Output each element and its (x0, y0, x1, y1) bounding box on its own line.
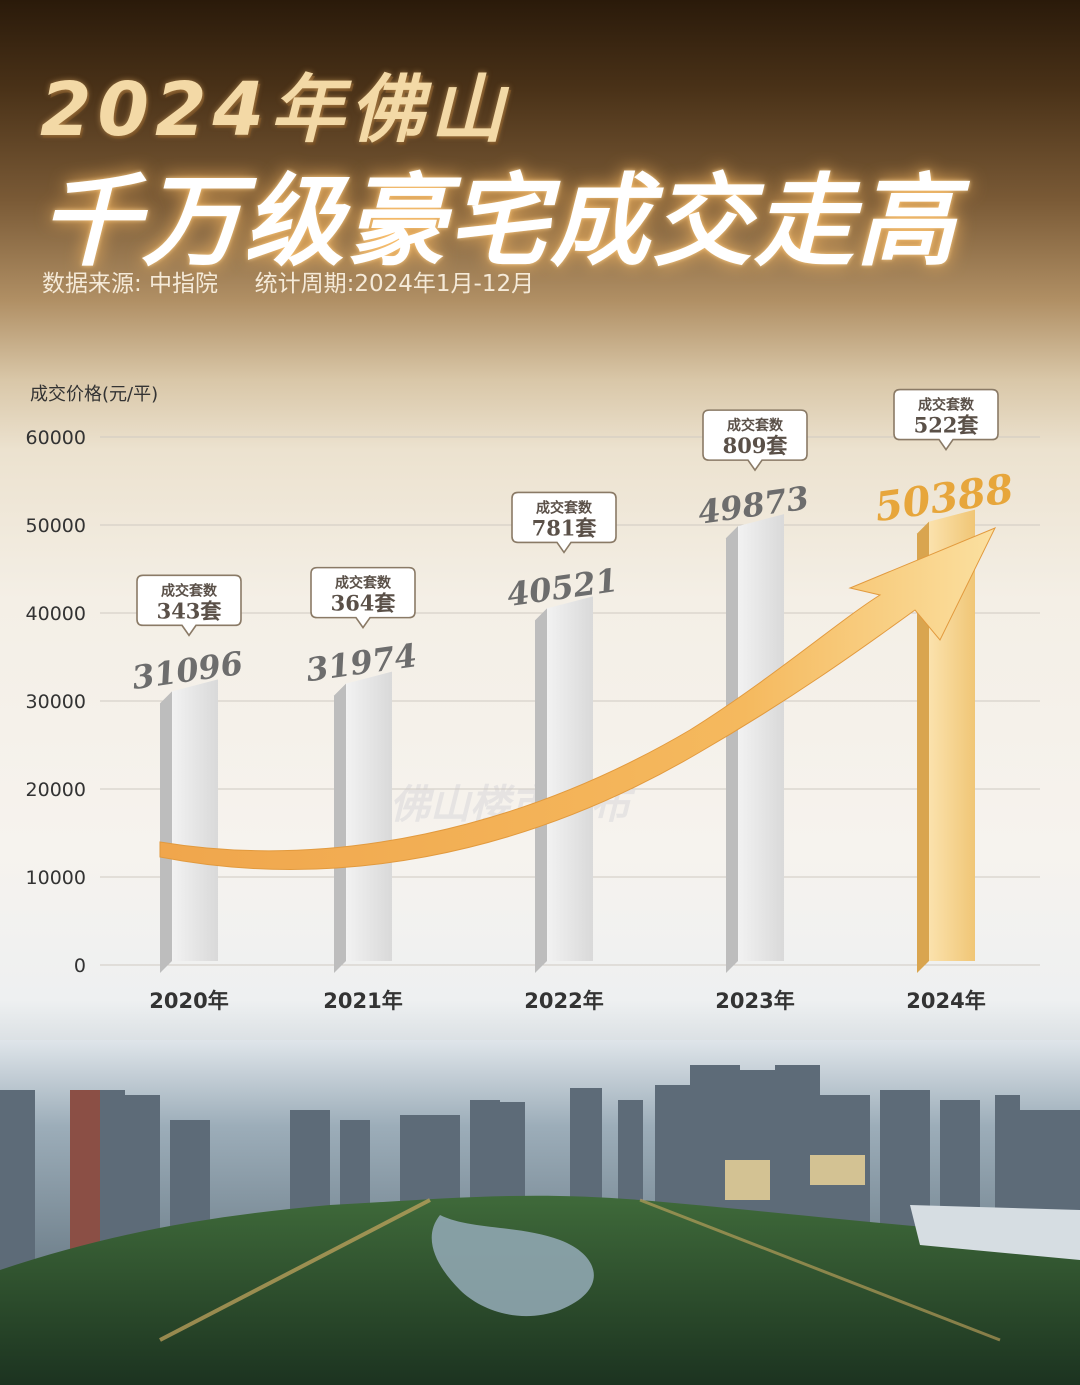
page-title-line2: 千万级豪宅成交走高 (40, 163, 958, 280)
units-callout-value: 343套 (157, 598, 222, 623)
value-label: 40521 (505, 561, 621, 614)
bar-side (160, 691, 172, 973)
x-tick-label: 2022年 (524, 989, 603, 1013)
units-callout-title: 成交套数 (161, 582, 218, 599)
y-tick-label: 60000 (26, 427, 86, 449)
bar (346, 671, 392, 961)
source-subtitle: 数据来源: 中指院 统计周期:2024年1月-12月 (42, 271, 535, 297)
bar-side (334, 683, 346, 973)
bar-side (535, 608, 547, 973)
units-callout-title: 成交套数 (536, 499, 593, 516)
value-label: 31974 (304, 636, 420, 689)
city-skyline-photo (0, 1040, 1080, 1385)
bar (172, 679, 218, 961)
trend-arrow-shape (159, 527, 997, 870)
units-callout-value: 364套 (331, 591, 396, 616)
x-tick-label: 2021年 (323, 989, 402, 1013)
units-callout-value: 809套 (723, 433, 788, 458)
units-callout-title: 成交套数 (918, 397, 975, 414)
units-callout-box (310, 566, 416, 630)
units-callout-box (136, 574, 242, 637)
y-tick-label: 40000 (26, 603, 86, 625)
units-callout-value: 781套 (532, 515, 597, 540)
units-callout-value: 522套 (914, 413, 979, 438)
bar (547, 596, 593, 961)
value-label: 31096 (130, 644, 246, 697)
trend-arrow (159, 527, 997, 870)
units-callout-box (511, 491, 617, 554)
units-callout-box (893, 388, 999, 451)
x-axis-ticks: 2020年 2021年 2022年 2023年 2024年 (149, 989, 985, 1013)
y-tick-label: 20000 (26, 779, 86, 801)
value-label: 50388 (872, 465, 1016, 531)
y-axis-label: 成交价格(元/平) (30, 384, 158, 405)
y-tick-label: 0 (74, 955, 86, 977)
y-tick-label: 30000 (26, 691, 86, 713)
bar-side (917, 521, 929, 973)
x-tick-label: 2024年 (906, 989, 985, 1013)
units-callout-title: 成交套数 (335, 575, 392, 592)
bars (160, 509, 975, 973)
units-callout-box (702, 409, 808, 472)
units-callout-title: 成交套数 (727, 417, 784, 434)
y-tick-label: 10000 (26, 867, 86, 889)
page-title-line1: 2024年佛山 (40, 67, 510, 153)
bar-side (726, 526, 738, 973)
y-tick-label: 50000 (26, 515, 86, 537)
bar (738, 514, 784, 961)
value-label: 49873 (696, 479, 812, 532)
x-tick-label: 2020年 (149, 989, 228, 1013)
x-tick-label: 2023年 (715, 989, 794, 1013)
